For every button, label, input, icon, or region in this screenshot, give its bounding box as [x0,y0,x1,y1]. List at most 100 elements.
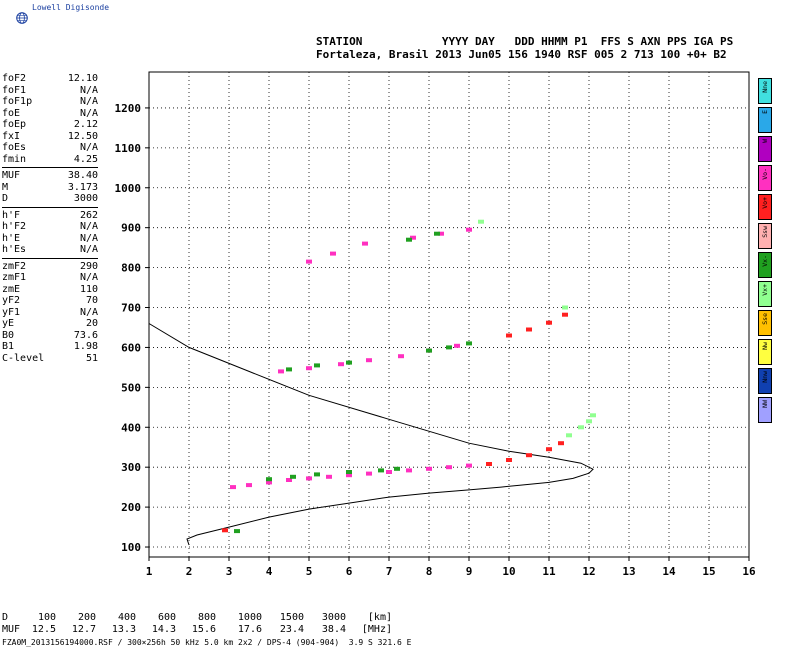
legend-swatch: Vo- [758,165,772,191]
x-tick-label: 3 [226,565,233,578]
param-name: zmE [2,283,21,295]
legend-swatch: E [758,107,772,133]
echo-point-vo [326,474,332,479]
param-value: N/A [79,272,98,283]
echo-point-vx [478,219,484,224]
param-row: yF2 70 [2,295,98,307]
param-row: h'Es N/A [2,244,98,256]
param-row: D 3000 [2,193,98,205]
param-row: C-level 51 [2,353,98,365]
params-separator [2,206,98,208]
footer-value: 400 [117,612,136,623]
footer-file-info: FZA0M_2013156194000.RSF / 300×256h 50 kH… [2,638,412,647]
plot-frame [148,71,750,558]
param-value: 12.50 [67,130,98,142]
footer-value: 12.5 [31,624,56,635]
echo-point-vx [234,529,240,534]
param-name: B1 [2,341,15,352]
legend-label: Vx+ [761,284,769,296]
legend-swatch: Sse [758,310,772,336]
footer-row-label: D [2,612,9,623]
param-value: 51 [85,352,98,364]
footer-value: 38.4 [321,624,346,635]
echo-point-vx [394,466,400,471]
param-name: h'F [2,209,21,221]
param-value: 1.98 [73,341,98,352]
echo-point-vo [306,259,312,264]
echo-point-vx [290,474,296,479]
echo-point-vx [466,341,472,346]
param-value: N/A [79,96,98,107]
echo-point-vo [406,468,412,473]
param-name: fxI [2,130,21,142]
param-value: 2.12 [73,119,98,130]
y-tick-label: 500 [121,381,141,394]
footer-value: 15.6 [191,624,216,635]
param-value: 3000 [73,193,98,204]
param-name: zmF1 [2,272,27,283]
x-tick-label: 16 [742,565,756,578]
param-value: 262 [79,209,98,221]
param-row: M 3.173 [2,182,98,194]
echo-point-vx [314,472,320,477]
param-value: N/A [79,232,98,244]
param-row: foF1 N/A [2,85,98,97]
echo-point-vo [366,471,372,476]
param-name: foEs [2,142,27,153]
echo-point-vx [590,413,596,418]
param-name: D [2,193,9,204]
logo-text: Lowell Digisonde [32,3,110,12]
param-row: fxI 12.50 [2,131,98,143]
param-row: MUF 38.40 [2,170,98,182]
param-row: h'F 262 [2,210,98,222]
param-name: yE [2,318,15,329]
param-name: yF1 [2,306,21,318]
param-value: 110 [79,283,98,295]
echo-point-vo [546,447,552,452]
echo-point-vx [286,367,292,372]
echo-point-vo [410,235,416,240]
footer-muf-row: MUF 12.5 12.7 13.3 14.3 15.6 17.6 23.4 38.4 [MHz] [2,624,392,635]
echo-point-vo [546,320,552,325]
param-name: C-level [2,352,45,364]
y-tick-label: 1000 [115,182,142,195]
echo-point-vo [386,470,392,474]
globe-icon [16,12,28,24]
x-tick-label: 12 [582,565,595,578]
x-tick-label: 9 [466,565,473,578]
footer-value: 14.3 [151,624,176,635]
echo-point-vo [562,312,568,317]
param-row: zmF1 N/A [2,272,98,284]
param-name: foEp [2,119,27,130]
x-tick-label: 13 [622,565,635,578]
legend-label: E [761,110,769,114]
y-tick-label: 1100 [115,142,142,155]
echo-point-vx [426,348,432,353]
y-tick-label: 1200 [115,102,142,115]
footer-value: 200 [77,612,96,623]
param-value: N/A [79,306,98,318]
y-tick-label: 800 [121,262,141,275]
param-value: 73.6 [73,329,98,341]
footer-value: [km] [367,612,392,623]
footer-distance-row: D 100 200 400 600 800 1000 1500 3000 [km] [2,612,392,623]
x-tick-label: 8 [426,565,433,578]
footer-value: 800 [197,612,216,623]
y-tick-label: 300 [121,461,141,474]
legend-label: Nne [761,81,769,93]
footer-value: 17.6 [237,624,262,635]
echo-point-vo [306,476,312,481]
station-header-values: Fortaleza, Brasil 2013 Jun05 156 1940 RS… [316,48,727,61]
y-tick-label: 700 [121,302,141,315]
param-value: 4.25 [73,153,98,165]
echo-point-vx [346,360,352,365]
param-row: foE N/A [2,108,98,120]
legend-label: Vo- [761,168,769,180]
param-row: fmin 4.25 [2,154,98,166]
echo-point-vx [586,419,592,424]
param-value: 70 [85,295,98,306]
echo-point-vo [454,343,460,348]
x-tick-label: 1 [146,565,153,578]
echo-point-vx [578,425,584,430]
